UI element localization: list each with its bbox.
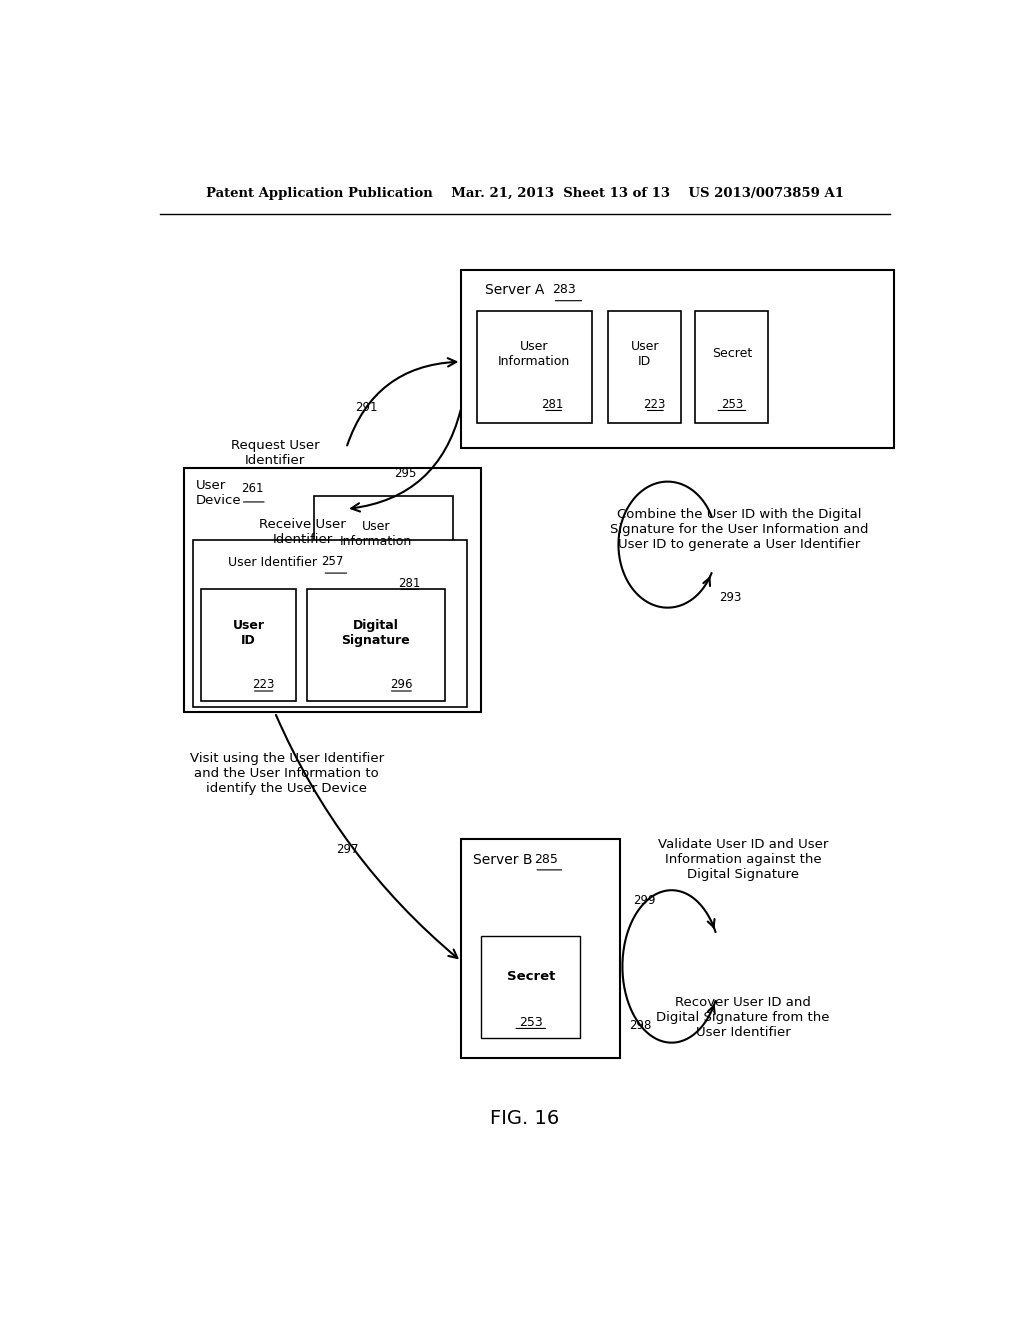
FancyBboxPatch shape — [183, 469, 481, 713]
Text: Receive User
Identifier: Receive User Identifier — [259, 519, 346, 546]
FancyBboxPatch shape — [695, 312, 768, 422]
Text: Server A: Server A — [485, 284, 545, 297]
Text: 281: 281 — [398, 577, 421, 590]
Text: 253: 253 — [519, 1016, 543, 1028]
Text: 281: 281 — [542, 397, 564, 411]
FancyBboxPatch shape — [477, 312, 592, 422]
Text: Validate User ID and User
Information against the
Digital Signature: Validate User ID and User Information ag… — [657, 838, 828, 882]
FancyBboxPatch shape — [481, 936, 581, 1038]
Text: 291: 291 — [355, 401, 377, 414]
FancyArrowPatch shape — [351, 411, 461, 512]
FancyArrowPatch shape — [347, 358, 457, 445]
Text: 299: 299 — [634, 894, 656, 907]
Text: Patent Application Publication    Mar. 21, 2013  Sheet 13 of 13    US 2013/00738: Patent Application Publication Mar. 21, … — [206, 187, 844, 201]
Text: User
Information: User Information — [499, 339, 570, 367]
Text: Server B: Server B — [473, 853, 532, 867]
Text: 297: 297 — [337, 843, 359, 857]
Text: FIG. 16: FIG. 16 — [490, 1109, 559, 1129]
Text: 261: 261 — [241, 482, 263, 495]
FancyBboxPatch shape — [314, 496, 454, 598]
Text: 257: 257 — [321, 554, 343, 568]
Text: User
ID: User ID — [232, 619, 264, 647]
Text: User
Device: User Device — [196, 479, 241, 507]
FancyBboxPatch shape — [608, 312, 681, 422]
Text: 283: 283 — [553, 284, 577, 297]
Text: Recover User ID and
Digital Signature from the
User Identifier: Recover User ID and Digital Signature fr… — [656, 995, 829, 1039]
Text: 253: 253 — [721, 397, 743, 411]
Text: 295: 295 — [394, 467, 416, 480]
Text: 293: 293 — [719, 591, 741, 605]
Text: User
ID: User ID — [631, 339, 658, 367]
FancyBboxPatch shape — [194, 540, 467, 708]
Text: 223: 223 — [643, 397, 666, 411]
Text: Secret: Secret — [507, 970, 555, 983]
Text: Request User
Identifier: Request User Identifier — [230, 440, 319, 467]
Text: Secret: Secret — [712, 347, 752, 360]
Text: User Identifier: User Identifier — [228, 556, 317, 569]
Text: 223: 223 — [252, 678, 274, 692]
Text: Visit using the User Identifier
and the User Information to
identify the User De: Visit using the User Identifier and the … — [189, 752, 384, 795]
FancyBboxPatch shape — [306, 589, 445, 701]
FancyBboxPatch shape — [201, 589, 296, 701]
Text: 296: 296 — [390, 678, 413, 692]
FancyBboxPatch shape — [461, 271, 894, 447]
Text: 285: 285 — [535, 853, 558, 866]
Text: 298: 298 — [630, 1019, 652, 1032]
FancyArrowPatch shape — [275, 715, 458, 958]
Text: User
Information: User Information — [340, 520, 412, 549]
FancyBboxPatch shape — [461, 840, 620, 1057]
Text: Combine the User ID with the Digital
Signature for the User Information and
User: Combine the User ID with the Digital Sig… — [610, 508, 868, 550]
Text: Digital
Signature: Digital Signature — [342, 619, 411, 647]
